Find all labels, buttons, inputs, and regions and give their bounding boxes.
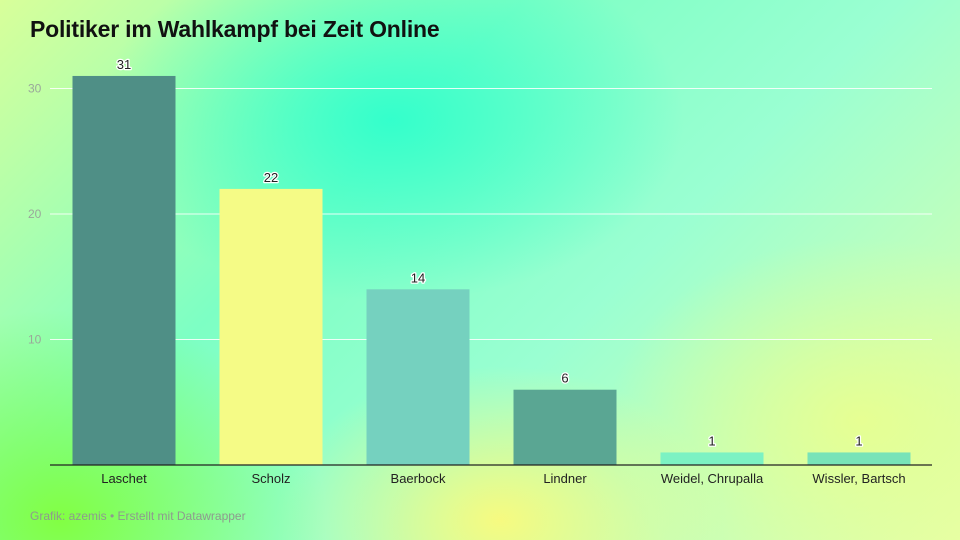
source-footer: Grafik: azemis • Erstellt mit Datawrappe… [30,509,246,523]
data-label-4: 1 [708,433,715,448]
x-tick-label-5: Wissler, Bartsch [812,471,905,486]
x-tick-label-4: Weidel, Chrupalla [661,471,764,486]
bar-3 [513,389,617,465]
bar-1 [219,188,323,465]
x-axis-labels: Laschet Scholz Baerbock Lindner Weidel, Chru… [101,471,905,486]
x-tick-label-1: Scholz [251,471,290,486]
chart-title: Politiker im Wahlkampf bei Zeit Online [30,16,440,42]
y-axis-ticks: 10 20 30 [28,82,42,347]
data-label-1: 22 [264,170,278,185]
bar-4 [660,452,764,465]
data-label-2: 14 [411,270,425,285]
bar-2 [366,289,470,465]
bars [72,75,911,465]
data-label-0: 31 [117,57,131,72]
y-tick-label-30: 30 [28,82,42,96]
data-labels: 31 22 14 6 1 1 [116,56,864,450]
y-tick-label-10: 10 [28,333,42,347]
bar-5 [807,452,911,465]
data-label-5: 1 [855,433,862,448]
x-tick-label-3: Lindner [543,471,587,486]
bar-0 [72,75,176,465]
x-tick-label-0: Laschet [101,471,147,486]
y-tick-label-20: 20 [28,207,42,221]
gridlines [50,88,932,340]
x-tick-label-2: Baerbock [391,471,446,486]
data-label-3: 6 [561,371,568,386]
